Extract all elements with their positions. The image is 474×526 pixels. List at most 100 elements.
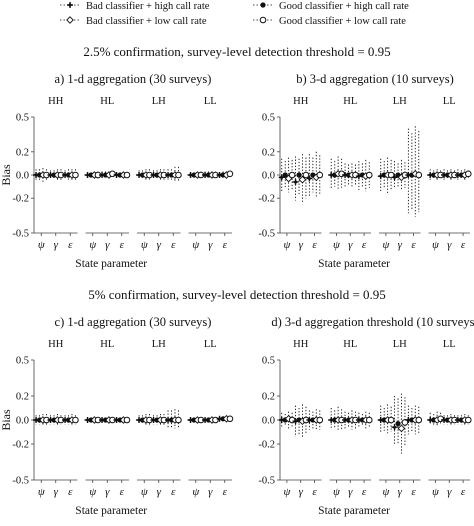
data-point-ring: [464, 416, 472, 424]
data-point-dot: [218, 417, 222, 421]
data-point-ring: [302, 171, 310, 179]
x-tick-label: ε: [171, 239, 176, 251]
data-point: [365, 171, 373, 179]
data-point: [226, 170, 234, 178]
data-point: [415, 416, 423, 424]
y-tick-label: 0.5: [16, 356, 29, 367]
data-point-dot: [294, 180, 298, 184]
facet-strip-label: LH: [393, 339, 407, 350]
x-tick-label: ψ: [38, 486, 45, 498]
chart-panel: d) 3-d aggregation threshold (10 surveys…: [258, 315, 474, 517]
legend-entry: Bad classifier + low call rate: [60, 16, 207, 27]
data-point-dot: [203, 173, 207, 177]
x-tick-label: γ: [299, 239, 304, 251]
y-tick-label: -0.2: [12, 194, 29, 205]
data-point-dot: [189, 418, 193, 422]
x-tick-label: γ: [398, 239, 403, 251]
data-point-dot: [456, 173, 460, 177]
data-point-ring: [109, 170, 116, 178]
x-tick-label: ε: [68, 486, 73, 498]
facet-strip-label: HH: [48, 96, 64, 107]
data-point-dot: [343, 173, 347, 177]
x-tick-label: ε: [120, 486, 125, 498]
facet-strip-label: HL: [343, 96, 357, 107]
legend-label: Good classifier + high call rate: [279, 1, 409, 12]
data-point: [415, 171, 423, 179]
data-point-dot: [86, 418, 90, 422]
data-point: [352, 171, 359, 179]
y-axis-label: Bias: [0, 164, 13, 186]
facet-lh: LH ψ γ ε: [377, 96, 423, 251]
legend-marker: [259, 16, 267, 24]
y-tick-label: -0.5: [12, 476, 29, 487]
data-point-dot: [86, 173, 90, 177]
facet-hh: HH ψ γ ε: [33, 339, 79, 498]
data-point: [397, 424, 406, 433]
data-point-dot: [189, 173, 193, 177]
data-point-ring: [226, 170, 234, 178]
facet-strip-label: HH: [293, 96, 309, 107]
data-point: [395, 421, 401, 427]
legend-marker: [67, 2, 73, 8]
x-tick-label: ψ: [89, 486, 96, 498]
data-point: [437, 415, 444, 423]
y-tick-label: 0.5: [16, 113, 29, 124]
data-point-dot: [393, 425, 397, 429]
data-point: [377, 417, 384, 423]
data-point: [405, 417, 412, 423]
x-axis-label: State parameter: [75, 505, 147, 517]
x-tick-label: ε: [461, 486, 466, 498]
data-point-dot: [49, 173, 53, 177]
data-point-dot: [280, 175, 284, 179]
facet-lh: LH ψ γ ε: [136, 96, 182, 251]
x-tick-label: ψ: [192, 486, 199, 498]
x-tick-label: γ: [447, 239, 452, 251]
facet-strip-label: HH: [48, 339, 64, 350]
x-tick-label: ψ: [283, 239, 290, 251]
facet-strip-label: HL: [100, 339, 114, 350]
facet-strip-label: LL: [204, 96, 217, 107]
x-tick-label: γ: [208, 239, 213, 251]
x-tick-label: ψ: [333, 239, 340, 251]
x-axis-label: State parameter: [318, 505, 390, 517]
x-tick-label: ψ: [283, 486, 290, 498]
y-tick-label: 0.2: [262, 147, 275, 158]
data-point: [292, 178, 299, 185]
data-point-dot: [166, 418, 170, 422]
data-point-ring: [72, 416, 79, 424]
facet-hh: HH ψ γ ε: [278, 96, 324, 251]
data-point: [212, 416, 219, 424]
data-point-dot: [379, 418, 383, 422]
data-point: [316, 416, 324, 424]
y-tick-label: 0.0: [16, 171, 29, 182]
x-tick-label: ψ: [382, 239, 389, 251]
data-point-ring: [212, 416, 219, 424]
data-point-dot: [100, 418, 104, 422]
data-point: [109, 170, 116, 178]
data-point-dot: [357, 174, 361, 178]
facet-hh: HH ψ γ ε: [278, 339, 324, 498]
y-tick-label: -0.5: [12, 229, 29, 240]
x-tick-label: ψ: [382, 486, 389, 498]
data-point-dot: [428, 173, 432, 177]
legend-marker: [260, 2, 266, 8]
data-point-ring: [415, 416, 423, 424]
data-point-diamond: [298, 175, 307, 184]
panel-title: c) 1-d aggregation (30 surveys): [55, 315, 212, 329]
data-point: [288, 171, 296, 179]
x-tick-label: ε: [223, 486, 228, 498]
x-tick-label: γ: [348, 239, 353, 251]
legend-marker-diamond: [66, 16, 74, 24]
x-tick-label: ε: [171, 486, 176, 498]
section-title-1: 2.5% confirmation, survey-level detectio…: [83, 44, 390, 59]
panel-title: b) 3-d aggregation (10 surveys): [296, 72, 454, 86]
data-point: [464, 416, 472, 424]
x-tick-label: γ: [348, 486, 353, 498]
y-tick-label: 0.2: [16, 147, 29, 158]
x-tick-label: ε: [223, 239, 228, 251]
x-tick-label: γ: [299, 486, 304, 498]
data-point: [123, 416, 131, 424]
data-point: [72, 171, 79, 179]
data-point-ring: [175, 171, 182, 179]
data-point-dot: [152, 173, 156, 177]
